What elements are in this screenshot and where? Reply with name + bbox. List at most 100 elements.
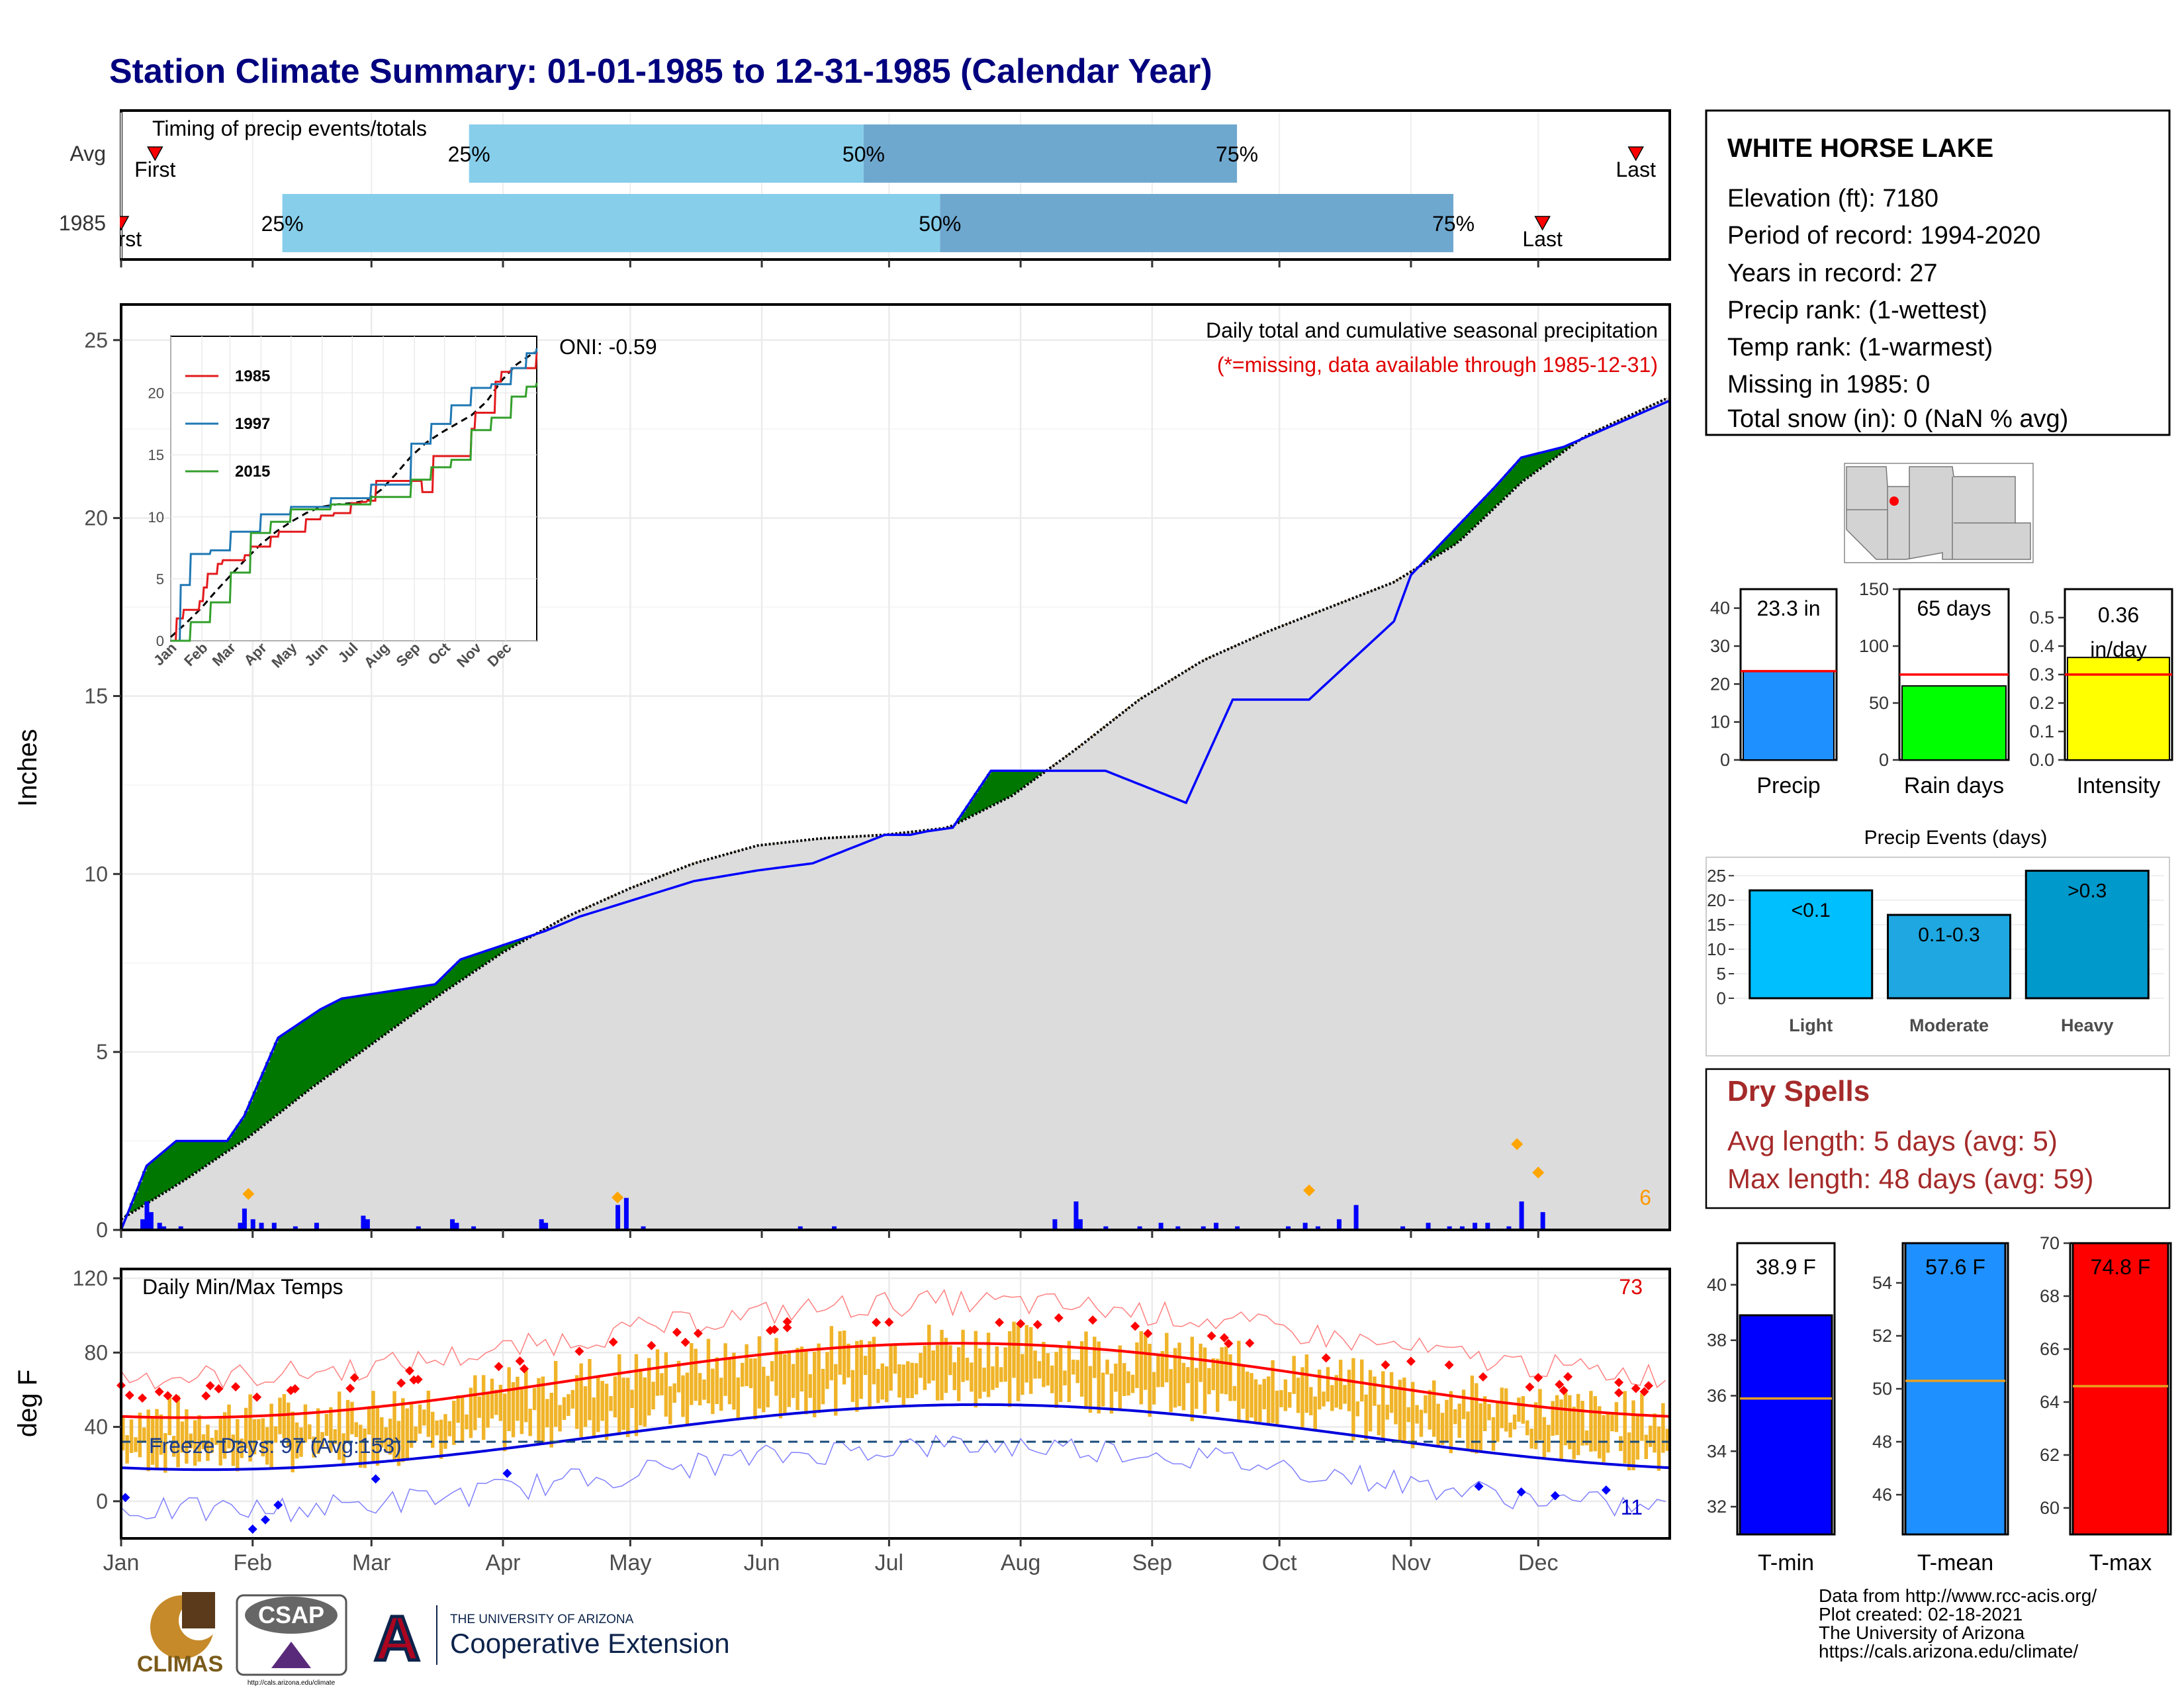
daily-record-marker <box>1532 1166 1545 1179</box>
temp-bar-value-label: 57.6 F <box>1925 1255 1985 1279</box>
inset-1985-line <box>171 352 538 642</box>
record-max-marker <box>1444 1360 1454 1370</box>
month-label: Nov <box>1391 1550 1431 1575</box>
inset-ytick-label: 20 <box>148 385 164 402</box>
daily-precip-bar <box>539 1219 544 1230</box>
mini-bar-name: Precip <box>1756 773 1820 798</box>
daily-precip-bar <box>293 1226 298 1230</box>
events-bar-heavy <box>2025 869 2150 1000</box>
ua-a-emblem: A <box>374 1603 420 1674</box>
daily-precip-bar <box>1459 1226 1465 1230</box>
inset-legend-label: 1985 <box>235 367 270 385</box>
daily-precip-bar <box>157 1223 162 1230</box>
inset-ytick-label: 0 <box>156 633 164 649</box>
daily-precip-bar <box>1103 1226 1109 1230</box>
timing-p75-label: 75% <box>1216 142 1258 166</box>
station-location-marker <box>1889 496 1899 506</box>
daily-precip-bar <box>365 1219 370 1230</box>
record-low-line <box>120 1434 1666 1523</box>
record-max-marker <box>1631 1383 1641 1393</box>
record-max-marker <box>345 1383 355 1393</box>
month-label: Jan <box>103 1550 140 1575</box>
daily-precip-bar <box>144 1201 150 1230</box>
daily-precip-bar <box>1336 1219 1342 1230</box>
temp-bar-value-t-max <box>2071 1242 2169 1536</box>
daily-precip-bar <box>161 1226 167 1230</box>
mini-bar-name: Intensity <box>2077 773 2161 798</box>
timing-first-label: First <box>134 158 175 181</box>
record-min-marker <box>1550 1491 1560 1501</box>
mini-bar-value-rain-days <box>1901 685 2007 761</box>
events-bar-range: <0.1 <box>1792 900 1831 921</box>
precip-ytick-label: 20 <box>84 506 108 530</box>
events-ytick-label: 15 <box>1707 915 1726 935</box>
record-max-marker <box>205 1381 215 1391</box>
temp-bar-ytick-label: 34 <box>1707 1441 1727 1461</box>
record-max-marker <box>154 1387 164 1397</box>
daily-precip-bar <box>623 1197 629 1230</box>
month-label: Oct <box>1262 1550 1297 1575</box>
record-max-marker <box>872 1317 882 1327</box>
record-max-marker <box>1016 1319 1026 1329</box>
station-name: WHITE HORSE LAKE <box>1727 134 1993 163</box>
daily-precip-bar <box>1175 1226 1181 1230</box>
max-count-label: 73 <box>1619 1275 1643 1299</box>
events-ytick-label: 25 <box>1707 866 1726 886</box>
dry-spells-frame <box>1705 1068 2171 1209</box>
daily-precip-bar <box>259 1223 264 1230</box>
timing-row-1985-label: 1985 <box>59 211 106 235</box>
record-min-marker <box>120 1493 130 1503</box>
timing-last-label: Last <box>1522 227 1563 251</box>
precip-panel: 0 5 10 15 20 25 Inches ONI: -0.59 Daily total… <box>13 259 1671 1242</box>
record-min-marker <box>1474 1481 1484 1491</box>
timing-p25-label: 25% <box>448 142 490 166</box>
temp-ylabel: deg F <box>13 1370 42 1437</box>
record-max-marker <box>782 1323 792 1333</box>
record-max-marker <box>1088 1315 1098 1325</box>
mini-bar-ytick-label: 0.1 <box>2029 722 2054 741</box>
record-max-marker <box>1478 1372 1488 1382</box>
record-max-marker <box>290 1384 300 1394</box>
record-max-marker <box>1054 1313 1064 1323</box>
daily-precip-bar <box>1540 1212 1545 1230</box>
record-min-marker <box>371 1474 381 1484</box>
temp-ytick-label: 0 <box>96 1489 108 1513</box>
summary-bars: 0 10 20 30 40 23.3 in Precip 0 50 100 150 65 days Ra… <box>1710 579 2173 798</box>
mini-bar-value-intensity <box>2067 657 2170 761</box>
temp-bar-name: T-max <box>2089 1550 2152 1575</box>
precip-ytick-label: 5 <box>96 1040 108 1064</box>
events-bar-range: 0.1-0.3 <box>1918 924 1979 946</box>
events-bar-moderate <box>1887 914 2011 1000</box>
temp-bar-name: T-mean <box>1917 1550 1993 1575</box>
month-label: Apr <box>486 1550 521 1575</box>
normal-tmax-line <box>120 1342 1670 1419</box>
record-max-marker <box>1381 1360 1390 1370</box>
temp-bar-ytick-label: 68 <box>2040 1286 2060 1306</box>
credit-university: The University of Arizona <box>1819 1622 2025 1643</box>
temp-ytick-label: 40 <box>84 1415 108 1439</box>
station-info-box: WHITE HORSE LAKE Elevation (ft): 7180 Pe… <box>1705 109 2171 436</box>
timing-last-label: Last <box>1615 158 1656 181</box>
daily-precip-bar <box>140 1219 146 1230</box>
record-min-marker <box>502 1468 512 1478</box>
temp-bar-ytick-label: 64 <box>2040 1392 2060 1412</box>
climas-logo: CLIMAS <box>137 1592 223 1677</box>
events-bar-name: Moderate <box>1909 1015 1989 1035</box>
record-max-marker <box>647 1340 657 1350</box>
record-max-marker <box>1032 1320 1042 1330</box>
daily-precip-bar <box>1201 1226 1206 1230</box>
daily-precip-bar <box>832 1226 837 1230</box>
map-states <box>1846 466 2031 560</box>
events-ytick-label: 0 <box>1717 988 1726 1008</box>
events-ytick-label: 10 <box>1707 939 1726 959</box>
record-max-marker <box>124 1390 134 1400</box>
timing-last-marker <box>1627 146 1644 162</box>
record-min-marker <box>273 1500 283 1510</box>
record-max-marker <box>214 1383 224 1393</box>
record-max-marker <box>520 1364 529 1374</box>
locator-map <box>1844 463 2034 563</box>
daily-precip-bar <box>1286 1226 1291 1230</box>
record-max-marker <box>1643 1381 1653 1391</box>
record-max-marker <box>138 1393 148 1403</box>
precip-events-chart: Precip Events (days) 0 5 10 15 20 25 <0.1 Light… <box>1706 827 2170 1056</box>
